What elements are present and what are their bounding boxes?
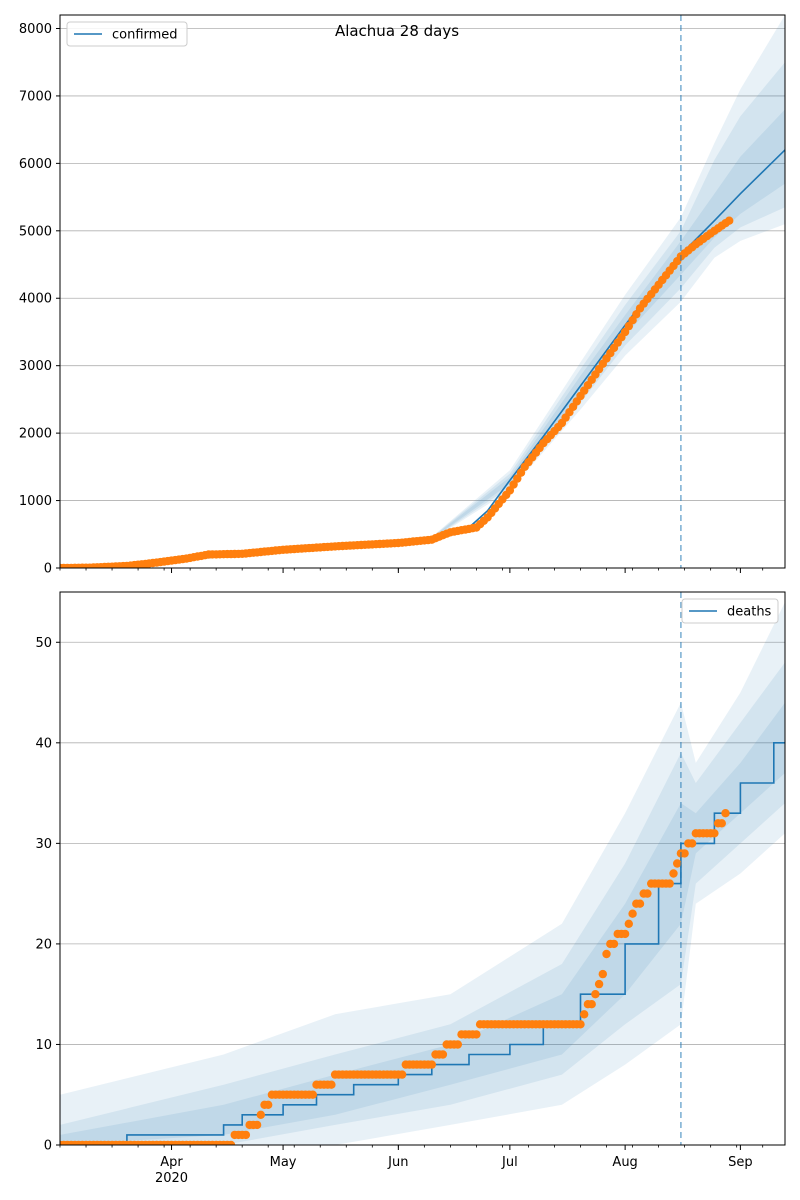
deaths-observed-point: [687, 839, 697, 848]
confirmed-observed-point: [725, 216, 734, 225]
deaths-observed-point: [717, 819, 726, 828]
y-tick-label: 7000: [19, 89, 52, 104]
legend-box: [66, 21, 188, 47]
deaths-observed-point: [241, 1130, 251, 1140]
deaths-observed-point: [327, 1080, 336, 1089]
legend-label: confirmed: [112, 28, 178, 43]
confirmed-band-2: [431, 62, 785, 540]
deaths-observed-point: [680, 849, 689, 858]
deaths-band-3: [60, 702, 785, 1145]
deaths-observed-point: [591, 990, 600, 999]
x-tick-label: Apr: [160, 1155, 183, 1170]
y-tick-label: 10: [35, 1038, 52, 1053]
x-tick-label: May: [270, 1155, 297, 1170]
deaths-observed-point: [635, 899, 645, 908]
y-tick-label: 20: [35, 937, 52, 952]
deaths-axes-frame: [59, 591, 786, 1146]
x-tick-label: Jul: [501, 1155, 518, 1170]
deaths-observed-point: [620, 929, 630, 939]
deaths-observed-point: [580, 1010, 589, 1019]
deaths-band-1: [60, 602, 785, 1145]
deaths-observed-point: [710, 829, 719, 838]
deaths-observed-point: [721, 809, 730, 818]
y-tick-label: 1000: [19, 494, 52, 509]
deaths-observed-point: [226, 1140, 236, 1145]
deaths-observed-point: [587, 1000, 596, 1009]
y-tick-label: 6000: [19, 157, 52, 172]
deaths-observed-point: [252, 1120, 262, 1130]
y-tick-label: 0: [44, 562, 52, 577]
x-tick-label: Sep: [728, 1155, 753, 1170]
confirmed-axes-frame: [59, 14, 786, 569]
y-tick-label: 0: [44, 1139, 52, 1154]
deaths-observed-point: [598, 969, 607, 979]
y-tick-label: 8000: [19, 22, 52, 37]
x-tick-label: Aug: [612, 1155, 637, 1170]
deaths-observed-point: [427, 1060, 436, 1069]
legend-box: [681, 598, 779, 624]
deaths-observed-point: [308, 1090, 317, 1099]
x-tick-label: Jun: [387, 1155, 408, 1170]
deaths-observed-point: [472, 1030, 481, 1039]
deaths-observed-point: [397, 1070, 407, 1079]
confirmed-legend: confirmed: [66, 21, 188, 47]
y-tick-label: 50: [35, 636, 52, 651]
y-tick-label: 4000: [19, 292, 52, 307]
deaths-observed-point: [594, 979, 604, 989]
y-tick-label: 2000: [19, 427, 52, 442]
deaths-model-line: [60, 742, 785, 1145]
deaths-legend: deaths: [681, 598, 779, 624]
y-tick-label: 30: [35, 837, 52, 852]
deaths-observed-point: [665, 879, 674, 888]
deaths-observed-point: [453, 1040, 462, 1049]
deaths-band-2: [60, 662, 785, 1145]
y-tick-label: 40: [35, 736, 52, 751]
figure-title: Alachua 28 days: [335, 22, 459, 40]
x-tick-year-label: 2020: [155, 1171, 188, 1186]
deaths-observed-point: [628, 909, 637, 918]
y-tick-label: 5000: [19, 224, 52, 239]
y-tick-label: 3000: [19, 359, 52, 374]
deaths-observed-point: [643, 889, 652, 898]
deaths-observed-point: [264, 1100, 273, 1110]
deaths-observed-point: [624, 919, 633, 928]
deaths-observed-point: [673, 859, 682, 868]
legend-label: deaths: [727, 605, 772, 620]
deaths-observed-point: [669, 869, 678, 878]
deaths-observed-point: [609, 939, 619, 949]
deaths-observed-point: [256, 1110, 265, 1120]
deaths-observed-point: [576, 1020, 585, 1029]
deaths-observed-point: [438, 1050, 448, 1059]
deaths-observed-point: [602, 949, 611, 959]
confirmed-panel: 0 1000 2000 3000 4000 5000 6000 7000 8000 confirm…: [19, 14, 786, 577]
confirmed-band-3: [431, 109, 785, 540]
